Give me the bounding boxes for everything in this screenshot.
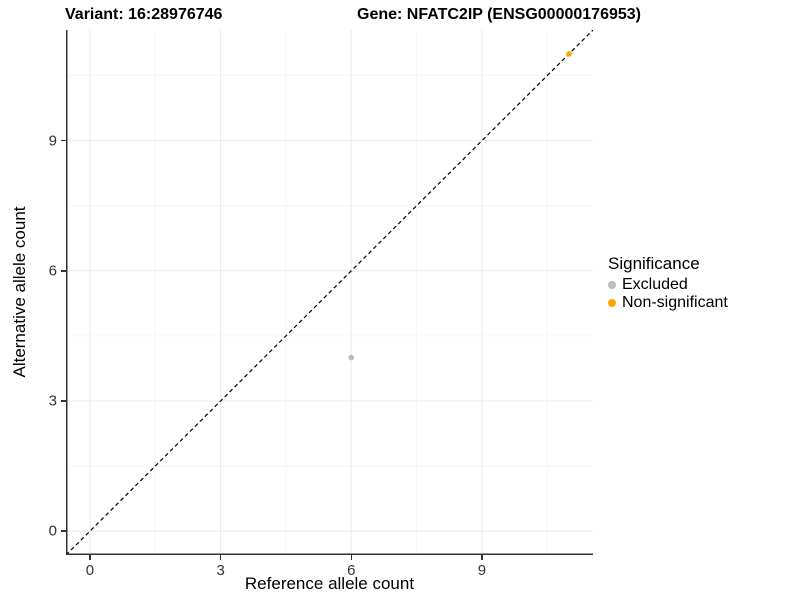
y-tick-label: 3: [48, 392, 57, 410]
variant-title: Variant: 16:28976746: [65, 6, 223, 23]
y-tick-mark: [61, 270, 66, 272]
gene-title: Gene: NFATC2IP (ENSG00000176953): [357, 6, 641, 23]
x-tick-label: 0: [85, 562, 95, 579]
x-tick-mark: [350, 555, 353, 560]
y-tick-label: 0: [48, 522, 57, 540]
x-tick-label: 3: [216, 562, 225, 579]
x-tick-label: 6: [347, 562, 356, 579]
non-significant-swatch-icon: [608, 299, 616, 307]
legend-item-non-significant: Non-significant: [608, 294, 728, 312]
y-tick-mark: [61, 530, 66, 532]
legend-item-excluded: Excluded: [608, 276, 728, 294]
x-tick-mark: [481, 555, 483, 560]
y-tick-mark: [61, 400, 66, 402]
x-tick-label: 9: [477, 562, 487, 579]
data-point-excluded: [348, 354, 355, 361]
legend-label-excluded: Excluded: [622, 276, 688, 293]
plot-panel: [66, 30, 593, 555]
legend: Significance Excluded Non-significant: [608, 254, 728, 312]
identity-line: [66, 30, 593, 555]
x-axis-title: Reference allele count: [244, 574, 415, 593]
plot-canvas: [66, 30, 593, 555]
x-tick-mark: [219, 555, 222, 560]
y-tick-label: 9: [48, 132, 57, 150]
y-tick-mark: [61, 139, 66, 142]
x-tick-mark: [89, 555, 91, 560]
data-point-non-significant: [566, 51, 572, 57]
excluded-swatch-icon: [608, 281, 616, 289]
y-axis-title: Alternative allele count: [10, 206, 29, 378]
legend-title: Significance: [608, 254, 700, 273]
legend-label-non-significant: Non-significant: [622, 294, 728, 311]
y-tick-label: 6: [48, 262, 57, 280]
